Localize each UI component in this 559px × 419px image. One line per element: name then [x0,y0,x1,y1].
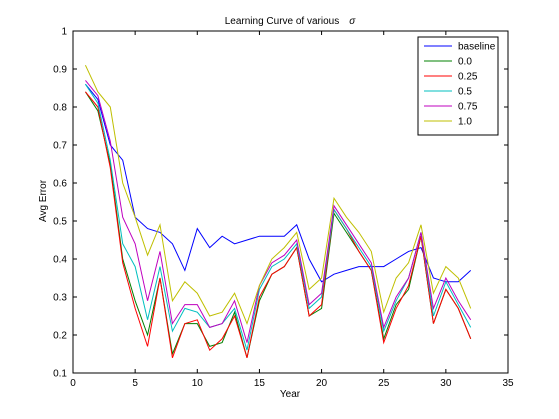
legend-label: 1.0 [458,117,472,128]
x-tick-label: 20 [316,378,328,389]
x-tick-label: 15 [254,378,266,389]
x-axis-label: Year [280,389,301,400]
series-line-baseline [85,83,472,283]
y-tick-label: 0.8 [53,103,67,114]
legend-label: baseline [458,42,496,53]
x-tick-label: 10 [192,378,204,389]
y-tick-label: 0.4 [53,255,67,266]
series-line-1.0 [84,64,472,326]
legend-label: 0.75 [458,102,478,113]
y-tick-label: 0.7 [53,141,67,152]
legend-label: 0.0 [458,57,472,68]
y-tick-label: 0.9 [53,65,67,76]
y-tick-label: 0.1 [53,369,67,380]
x-tick-label: 5 [132,378,138,389]
x-tick-label: 25 [378,378,390,389]
y-tick-label: 0.6 [53,179,67,190]
legend: baseline 0.0 0.25 0.5 0.75 1.0 [417,36,499,136]
series-line-0.25 [85,91,472,358]
legend-label: 0.25 [458,72,478,83]
x-tick-label: 30 [440,378,452,389]
y-tick-label: 1 [61,27,67,38]
legend-box [417,36,499,136]
x-tick-label: 35 [502,378,514,389]
x-tick-label: 0 [70,378,76,389]
series-line-0.75 [85,80,472,343]
y-tick-label: 0.2 [53,331,67,342]
legend-label: 0.5 [458,87,472,98]
y-tick-label: 0.3 [53,293,67,304]
chart-title: Learning Curve of various σ [225,16,357,27]
y-tick-label: 0.5 [53,217,67,228]
chart-title-symbol: σ [349,16,356,27]
y-axis-label: Avg Error [38,179,49,222]
chart-title-text: Learning Curve of various [225,16,340,27]
